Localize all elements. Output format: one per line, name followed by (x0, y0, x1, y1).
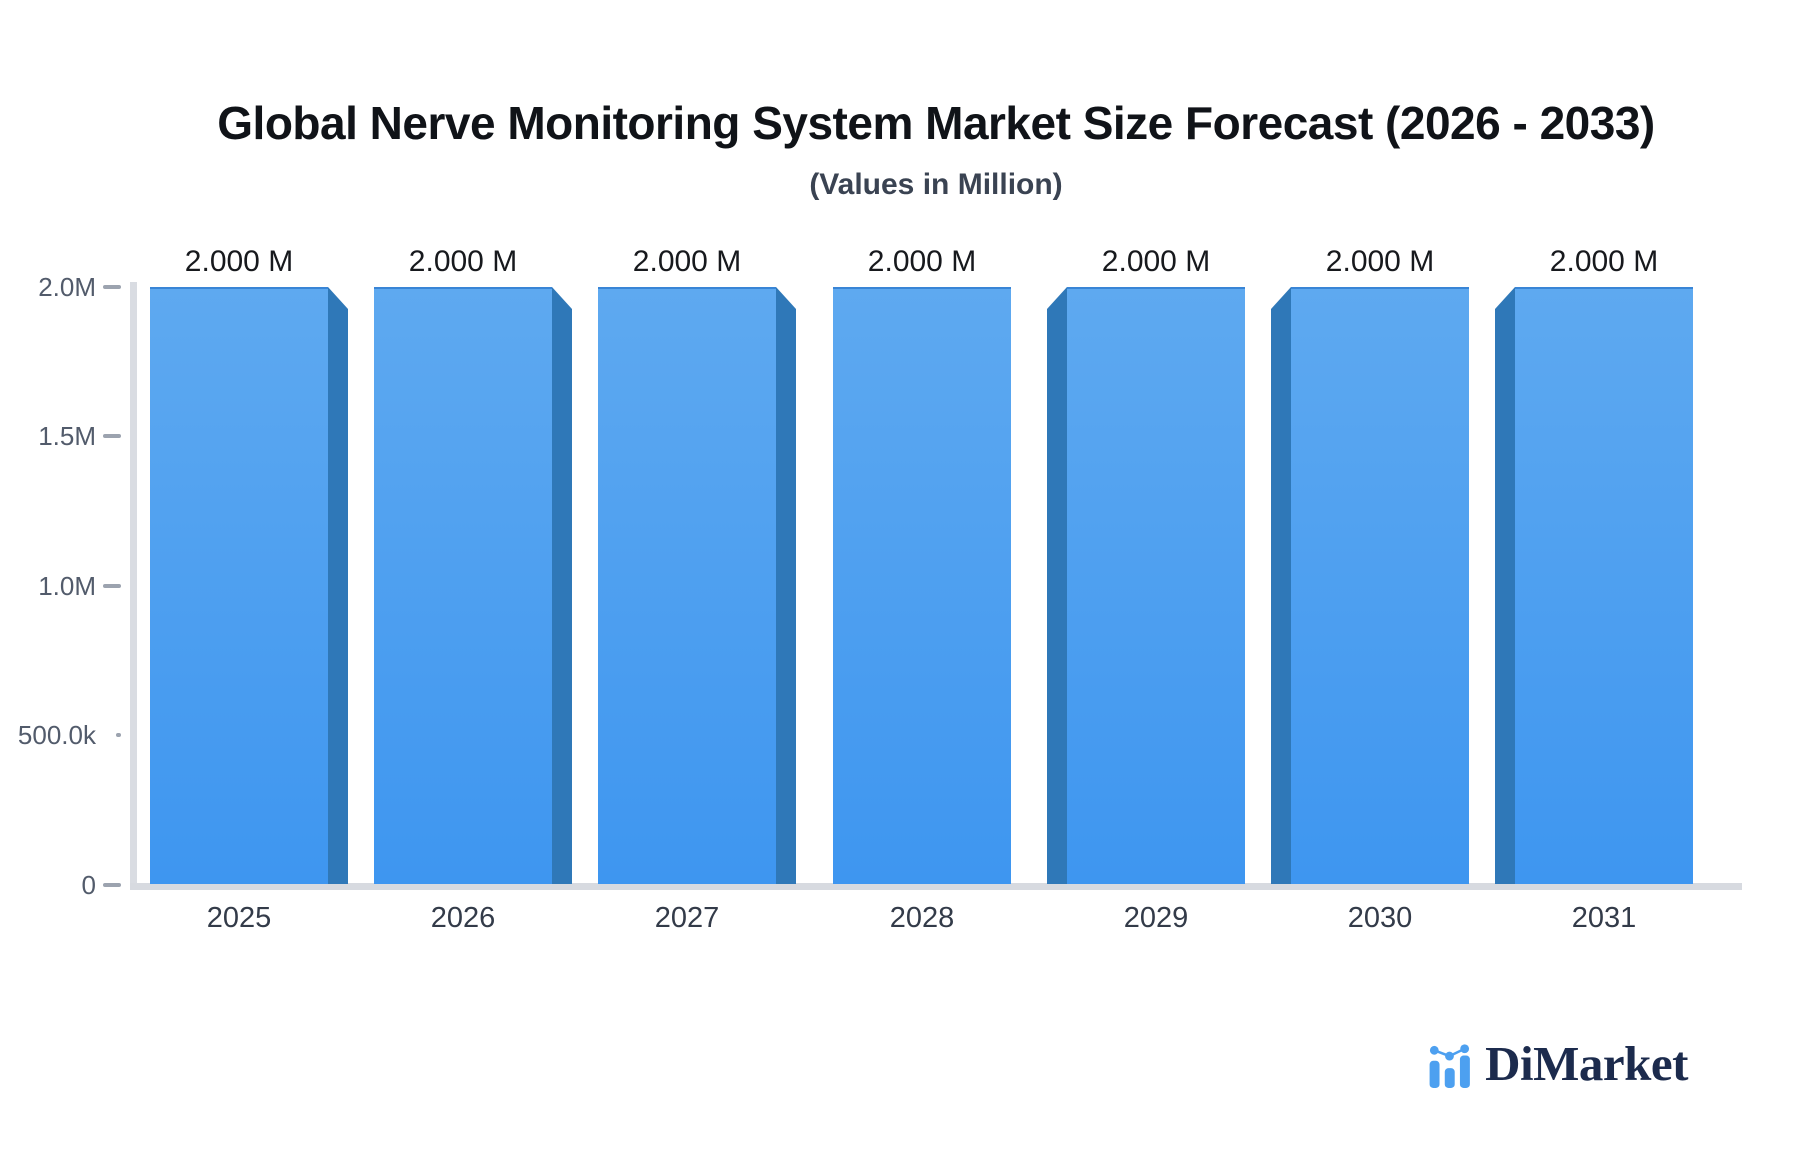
y-tick-mark (116, 733, 121, 737)
brand-watermark: DiMarket (1429, 1036, 1688, 1091)
bar-value-label: 2.000 M (1549, 245, 1659, 278)
y-tick-mark (103, 285, 121, 289)
bar-2025 (150, 287, 348, 884)
x-axis-baseline (130, 883, 1742, 890)
y-tick-mark (103, 434, 121, 438)
y-tick-label: 1.0M (38, 571, 96, 601)
x-axis-label: 2030 (1347, 902, 1413, 934)
bar-value-label: 2.000 M (632, 245, 742, 278)
bar-value-label: 2.000 M (1101, 245, 1211, 278)
bar-2027 (598, 287, 796, 884)
bar-value-label: 2.000 M (1325, 245, 1435, 278)
x-axis-label: 2026 (430, 902, 496, 934)
bar-2026 (374, 287, 572, 884)
chart-subtitle: (Values in Million) (809, 168, 1063, 201)
bar-value-label: 2.000 M (184, 245, 294, 278)
bar-face (374, 287, 552, 884)
bar-face (1067, 287, 1245, 884)
dimarket-logo-icon (1429, 1044, 1471, 1088)
bar-side-shade (1271, 287, 1291, 884)
bar-2031 (1495, 287, 1693, 884)
y-tick-label: 1.5M (38, 421, 96, 451)
x-axis-label: 2031 (1571, 902, 1637, 934)
x-axis-label: 2025 (206, 902, 272, 934)
x-axis-label: 2029 (1123, 902, 1189, 934)
brand-name: DiMarket (1485, 1036, 1688, 1091)
x-axis-label: 2028 (889, 902, 955, 934)
bar-face (150, 287, 328, 884)
bar-2028 (823, 287, 1021, 884)
x-axis-label: 2027 (654, 902, 720, 934)
bar-2030 (1271, 287, 1469, 884)
y-tick-label: 500.0k (17, 720, 96, 750)
bar-value-label: 2.000 M (867, 245, 977, 278)
chart-title: Global Nerve Monitoring System Market Si… (217, 97, 1655, 149)
y-tick-mark (103, 584, 121, 588)
y-tick-label: 0 (81, 870, 96, 900)
bar-side-shade (776, 287, 796, 884)
bar-2029 (1047, 287, 1245, 884)
y-axis-line (130, 282, 137, 890)
bar-value-label: 2.000 M (408, 245, 518, 278)
bar-face (833, 287, 1011, 884)
y-tick-label: 2.0M (38, 272, 96, 302)
y-tick-mark (103, 883, 121, 887)
bar-face (598, 287, 776, 884)
bar-side-shade (328, 287, 348, 884)
bar-side-shade (1047, 287, 1067, 884)
bar-side-shade (552, 287, 572, 884)
bar-face (1515, 287, 1693, 884)
bar-face (1291, 287, 1469, 884)
bar-side-shade (1495, 287, 1515, 884)
